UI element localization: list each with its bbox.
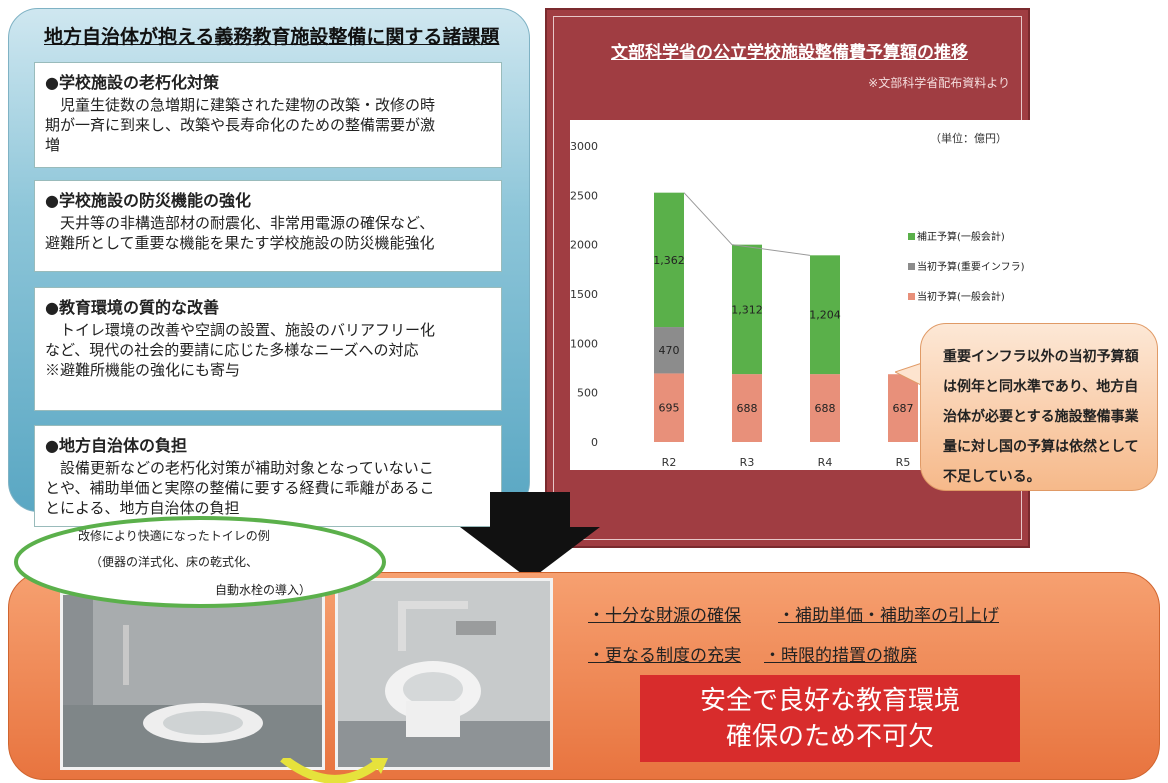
y-tick-label: 0 — [591, 436, 598, 449]
unit-label: （単位：億円） — [930, 131, 1007, 145]
chart-source: ※文部科学省配布資料より — [868, 76, 1010, 90]
data-label: 1,362 — [653, 254, 685, 267]
issue-body: 天井等の非構造部材の耐震化、非常用電源の確保など、 避難所として重要な機能を果た… — [45, 214, 435, 252]
issue-box-burden: ●地方自治体の負担 設備更新などの老朽化対策が補助対象となっていないこ とや、補… — [34, 425, 502, 527]
x-tick-label: R4 — [818, 456, 833, 469]
curved-arrow-icon — [280, 758, 388, 783]
issue-body: 設備更新などの老朽化対策が補助対象となっていないこ とや、補助単価と実際の整備に… — [45, 459, 435, 517]
data-label: 687 — [893, 402, 914, 415]
request-funding: ・十分な財源の確保 — [588, 606, 741, 626]
callout-box: 重要インフラ以外の当初予算額は例年と同水準であり、地方自治体が必要とする施設整備… — [920, 323, 1158, 491]
issue-heading: ●地方自治体の負担 — [45, 436, 187, 455]
x-tick-label: R3 — [740, 456, 755, 469]
legend-swatch — [908, 263, 915, 270]
legend-swatch — [908, 293, 915, 300]
data-label: 1,204 — [809, 309, 841, 322]
y-tick-label: 1500 — [570, 288, 598, 301]
issue-body: 児童生徒数の急増期に建築された建物の改築・改修の時 期が一斉に到来し、改築や長寿… — [45, 96, 436, 154]
issue-heading: ●学校施設の老朽化対策 — [45, 73, 219, 92]
bar-segment — [810, 374, 840, 442]
conclusion-line: 確保のため不可欠 — [725, 722, 934, 752]
callout-text: 重要インフラ以外の当初予算額は例年と同水準であり、地方自治体が必要とする施設整備… — [943, 349, 1139, 485]
issue-box-aging: ●学校施設の老朽化対策 児童生徒数の急増期に建築された建物の改築・改修の時 期が… — [34, 62, 502, 168]
y-tick-label: 500 — [577, 387, 598, 400]
data-label: 470 — [659, 344, 680, 357]
bubble-line: 改修により快適になったトイレの例 — [78, 529, 270, 543]
photo-caption-bubble — [14, 516, 386, 608]
toilet-photo-before — [60, 592, 325, 770]
toilet-photo-after — [335, 578, 553, 770]
conclusion-box: 安全で良好な教育環境 確保のため不可欠 — [640, 675, 1020, 762]
conclusion-line: 安全で良好な教育環境 — [699, 686, 960, 716]
y-tick-label: 2500 — [570, 189, 598, 202]
bar-segment — [888, 374, 918, 442]
data-label: 1,312 — [731, 303, 763, 316]
bubble-line: 自動水栓の導入） — [215, 583, 312, 597]
legend-swatch — [908, 233, 915, 240]
issue-heading: ●教育環境の質的な改善 — [45, 298, 219, 317]
chart-title: 文部科学省の公立学校施設整備費予算額の推移 — [611, 43, 968, 63]
y-tick-label: 2000 — [570, 239, 598, 252]
bar-segment — [732, 374, 762, 442]
down-arrow-icon — [460, 492, 600, 580]
trend-line — [683, 192, 811, 256]
bar-segment — [732, 244, 762, 375]
x-tick-label: R5 — [896, 456, 911, 469]
y-tick-label: 1000 — [570, 337, 598, 350]
legend-label: 補正予算(一般会計) — [917, 230, 1005, 243]
bar-segment — [654, 192, 684, 328]
bar-segment — [654, 327, 684, 374]
data-label: 695 — [659, 402, 680, 415]
issues-title: 地方自治体が抱える義務教育施設整備に関する諸課題 — [44, 26, 500, 48]
squat-toilet-image-icon — [63, 595, 322, 767]
bar-segment — [810, 255, 840, 375]
bubble-line: （便器の洋式化、床の乾式化、 — [90, 555, 259, 569]
bar-segment — [654, 373, 684, 442]
legend-label: 当初予算(重要インフラ) — [917, 260, 1025, 273]
request-system: ・更なる制度の充実 — [588, 646, 741, 666]
x-tick-label: R2 — [662, 456, 677, 469]
issue-box-disaster: ●学校施設の防災機能の強化 天井等の非構造部材の耐震化、非常用電源の確保など、 … — [34, 180, 502, 272]
issue-heading: ●学校施設の防災機能の強化 — [45, 191, 251, 210]
request-temporary-measures: ・時限的措置の撤廃 — [764, 646, 917, 666]
y-tick-label: 3000 — [570, 140, 598, 153]
data-label: 688 — [737, 402, 758, 415]
issue-box-environment: ●教育環境の質的な改善 トイレ環境の改善や空調の設置、施設のバリアフリー化 など… — [34, 287, 502, 411]
request-subsidy-rate: ・補助単価・補助率の引上げ — [778, 606, 999, 626]
issue-body: トイレ環境の改善や空調の設置、施設のバリアフリー化 など、現代の社会的要請に応じ… — [45, 321, 436, 379]
budget-chart: 0 500 1000 1500 2000 2500 3000 （単位：億円） 695 470 1,3… — [570, 131, 1025, 469]
legend-label: 当初予算(一般会計) — [917, 290, 1005, 303]
western-toilet-image-icon — [338, 581, 550, 767]
data-label: 688 — [815, 402, 836, 415]
